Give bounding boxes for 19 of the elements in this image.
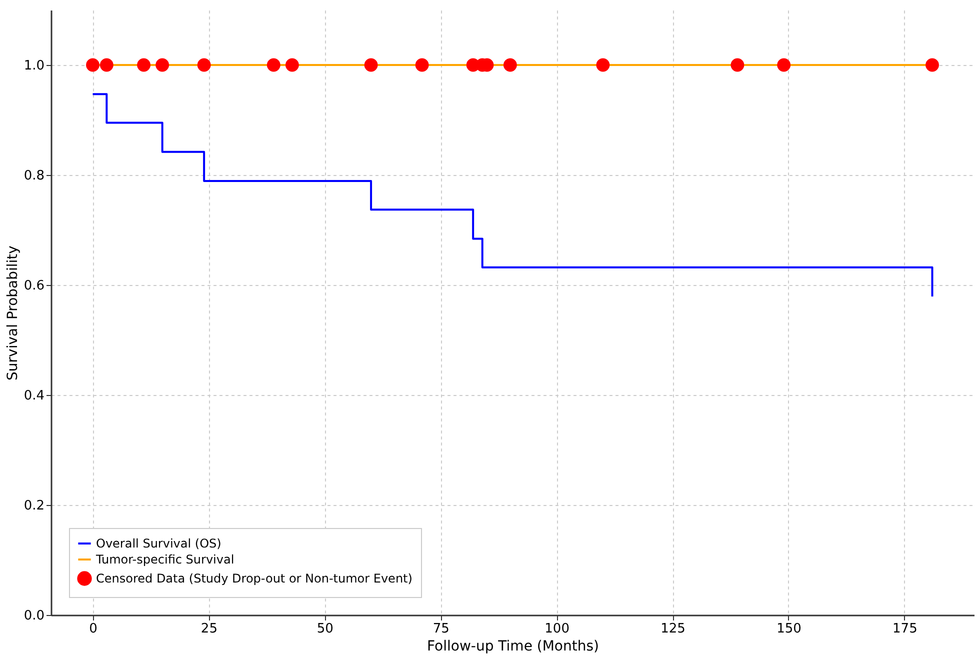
x-tick-label: 125 <box>660 622 686 636</box>
y-tick-label: 0.6 <box>24 278 44 294</box>
y-tick-label: 0.8 <box>24 168 44 184</box>
y-tick-label: 0.2 <box>24 498 44 514</box>
legend-label: Overall Survival (OS) <box>96 536 222 550</box>
x-tick-label: 150 <box>776 622 802 636</box>
x-tick-label: 75 <box>432 622 450 636</box>
x-tick-label: 0 <box>89 622 98 636</box>
y-axis-title: Survival Probability <box>4 246 21 380</box>
x-axis-title: Follow-up Time (Months) <box>427 638 599 654</box>
legend-label: Censored Data (Study Drop-out or Non-tumor Event) <box>96 572 412 586</box>
x-tick-label: 100 <box>544 622 570 636</box>
y-tick-label: 0.0 <box>24 608 44 624</box>
y-tick-label: 0.4 <box>24 388 44 404</box>
y-tick-label: 1.0 <box>24 58 44 74</box>
legend-label: Tumor-specific Survival <box>95 552 234 566</box>
x-tick-label: 50 <box>316 622 334 636</box>
x-tick-label: 175 <box>892 622 918 636</box>
x-tick-label: 25 <box>200 622 218 636</box>
